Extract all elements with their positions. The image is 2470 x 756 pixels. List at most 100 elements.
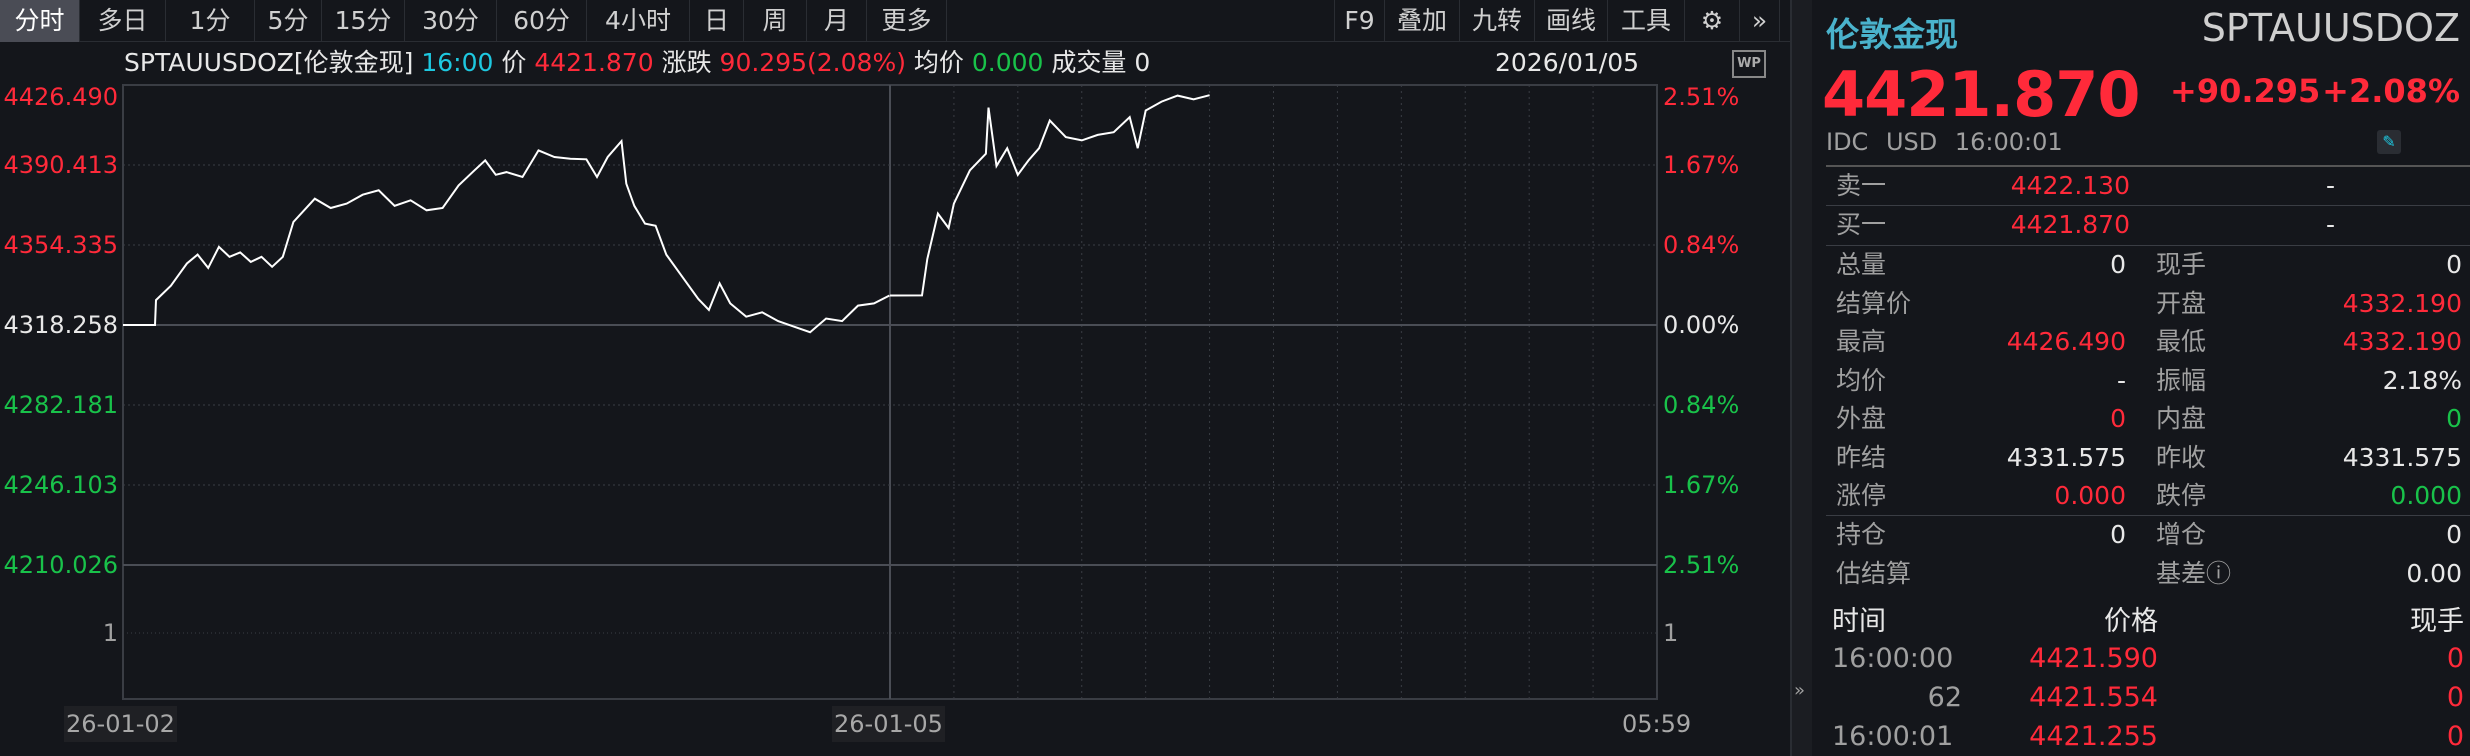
- stat-value: 4332.190: [2342, 327, 2462, 356]
- stat-value: 0: [2446, 520, 2462, 549]
- y-label-left: 4426.490: [3, 83, 118, 111]
- stat-value: 0: [2110, 404, 2126, 433]
- stat-label: 跌停: [2156, 481, 2207, 510]
- stat-row: 涨停 0.000 跌停 0.000: [1826, 477, 2470, 515]
- tab-5[interactable]: 30分: [405, 0, 497, 42]
- y-label-left: 4210.026: [3, 551, 118, 579]
- y-label-right: 0.84%: [1663, 231, 1740, 259]
- stat-value: 4426.490: [2006, 327, 2126, 356]
- bid-price: 4421.870: [2010, 210, 2130, 239]
- info-bar: SPTAUUSDOZ[伦敦金现] 16:00 价 4421.870 涨跌 90.…: [124, 46, 1150, 80]
- ticks-header-volume: 现手: [2410, 606, 2464, 637]
- bid-row: 买一 4421.870 -: [1826, 206, 2470, 244]
- y-label-right: 0.00%: [1663, 311, 1740, 339]
- tab-9[interactable]: 周: [744, 0, 807, 42]
- sub-chart-label: 1: [1663, 619, 1679, 647]
- stat-label: 振幅: [2156, 365, 2207, 395]
- quote-panel: » 伦敦金现 SPTAUUSDOZ 4421.870 +90.295 +2.08…: [1790, 0, 2470, 756]
- y-label-right: 2.51%: [1663, 83, 1740, 111]
- price-chart[interactable]: [0, 0, 1790, 756]
- tick-row: 16:00:01 4421.255 0: [1826, 718, 2470, 756]
- pencil-icon[interactable]: ✎: [2377, 130, 2401, 154]
- stat-label: 昨收: [2156, 442, 2207, 472]
- tick-volume: 0: [2446, 721, 2464, 752]
- x-label-start: 26-01-02: [64, 706, 177, 742]
- toolbar-button-0[interactable]: F9: [1334, 0, 1385, 42]
- tab-6[interactable]: 60分: [497, 0, 587, 42]
- y-label-left: 4354.335: [3, 231, 118, 259]
- stat-value: 2.18%: [2382, 365, 2462, 395]
- tick-price: 4421.554: [2029, 682, 2158, 713]
- toolbar-button-1[interactable]: 叠加: [1385, 0, 1460, 42]
- stat-value: 0.000: [2390, 481, 2462, 510]
- tick-price: 4421.590: [2029, 643, 2158, 674]
- volume-value: 0: [1134, 48, 1151, 77]
- period-toolbar: 分时 多日 1分 5分 15分 30分 60分 4小时日周月更多 F9 叠加 九转 画线 工具 ⚙»: [0, 0, 1790, 42]
- sub-chart-label: 1: [102, 619, 118, 647]
- y-label-right: 0.84%: [1663, 390, 1740, 419]
- tick-volume: 0: [2446, 682, 2464, 713]
- tick-time: 62: [1927, 682, 1962, 713]
- tick-price: 4421.255: [2029, 721, 2158, 752]
- wp-icon[interactable]: WP: [1732, 50, 1766, 78]
- x-label-end: 05:59: [1622, 710, 1692, 738]
- ask-row: 卖一 4422.130 -: [1826, 167, 2470, 205]
- source: IDC: [1826, 128, 1869, 156]
- stat-label: 持仓: [1836, 520, 1887, 549]
- tab-7[interactable]: 4小时: [587, 0, 690, 42]
- stat-row: 均价 - 振幅 2.18%: [1826, 362, 2470, 400]
- stat-label: 内盘: [2156, 404, 2207, 433]
- stat-value: 4332.190: [2342, 288, 2462, 318]
- tick-row: 62 4421.554 0: [1826, 679, 2470, 717]
- price-change: +90.295: [2170, 72, 2321, 110]
- y-label-left: 4282.181: [3, 390, 118, 419]
- instrument-code: SPTAUUSDOZ: [2201, 6, 2460, 50]
- stat-value: 0: [2110, 520, 2126, 549]
- stat-label: 总量: [1836, 250, 1887, 279]
- last-price: 4421.870: [1822, 58, 2141, 131]
- tab-8[interactable]: 日: [690, 0, 744, 42]
- tab-10[interactable]: 月: [807, 0, 867, 42]
- price-change-pct: +2.08%: [2322, 72, 2460, 110]
- y-label-left: 4318.258: [3, 311, 118, 339]
- ask-volume: -: [2326, 171, 2336, 200]
- change-value: 90.295(2.08%): [719, 48, 906, 77]
- tab-0[interactable]: 分时: [0, 0, 80, 42]
- stat-label: 增仓: [2156, 520, 2207, 549]
- tab-2[interactable]: 1分: [166, 0, 255, 42]
- tab-3[interactable]: 5分: [255, 0, 322, 42]
- stat-row: 结算价 开盘 4332.190: [1826, 285, 2470, 323]
- currency: USD: [1885, 128, 1938, 156]
- stat-label: 开盘: [2156, 288, 2207, 318]
- change-label: 涨跌: [661, 48, 712, 77]
- tick-time: 16:00:00: [1832, 643, 1954, 674]
- stat-label: 涨停: [1836, 481, 1887, 510]
- toolbar-button-4[interactable]: 工具: [1608, 0, 1685, 42]
- instrument-name: 伦敦金现: [1826, 15, 1958, 54]
- panel-collapse-strip[interactable]: »: [1792, 0, 1812, 756]
- stat-value: 0: [2446, 404, 2462, 433]
- expand-icon[interactable]: »: [1740, 0, 1780, 42]
- price-line-26-01-05: [889, 94, 1210, 297]
- price-value: 4421.870: [534, 48, 654, 77]
- stat-value: 4331.575: [2342, 442, 2462, 472]
- bid-volume: -: [2326, 210, 2336, 239]
- gear-icon[interactable]: ⚙: [1685, 0, 1740, 42]
- price-label: 价: [501, 48, 527, 77]
- stat-row: 总量 0 现手 0: [1826, 246, 2470, 284]
- stat-label: 昨结: [1836, 442, 1887, 472]
- tab-4[interactable]: 15分: [322, 0, 405, 42]
- ask-price: 4422.130: [2010, 171, 2130, 200]
- time-label: 16:00: [421, 48, 494, 77]
- ask-label: 卖一: [1836, 171, 1887, 200]
- wp-badge-text: WP: [1737, 56, 1761, 71]
- ticks-header: 时间 价格 现手: [1826, 603, 2470, 641]
- stat-value: 0.000: [2054, 481, 2126, 510]
- tab-1[interactable]: 多日: [80, 0, 166, 42]
- collapse-icon[interactable]: »: [1794, 680, 1806, 701]
- stat-row: 持仓 0 增仓 0: [1826, 516, 2470, 554]
- toolbar-button-2[interactable]: 九转: [1460, 0, 1535, 42]
- toolbar-button-3[interactable]: 画线: [1535, 0, 1608, 42]
- stat-value: -: [2116, 365, 2126, 395]
- tab-11[interactable]: 更多: [867, 0, 947, 42]
